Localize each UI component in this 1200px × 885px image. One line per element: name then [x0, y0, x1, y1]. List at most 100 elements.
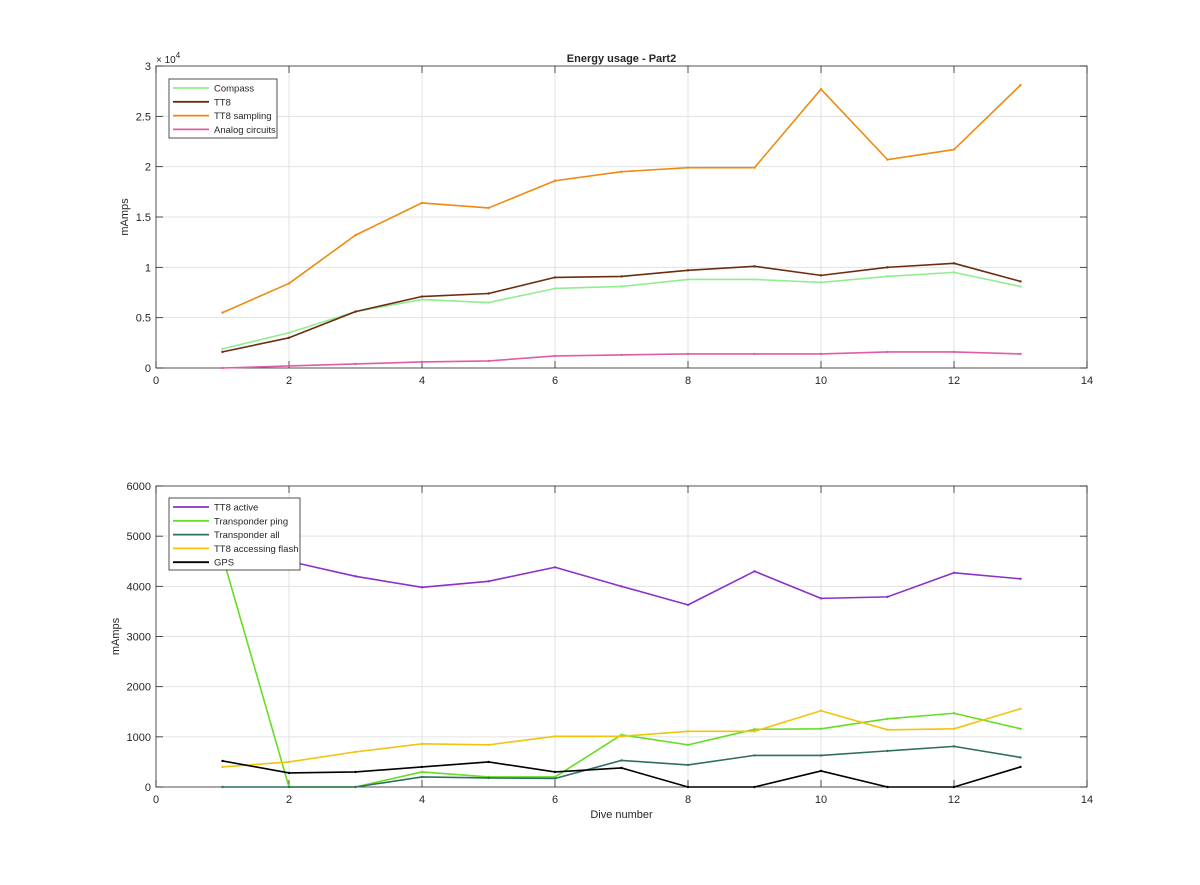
data-point [487, 292, 490, 295]
data-point [1019, 756, 1022, 759]
legend-label: Transponder ping [214, 516, 288, 527]
data-point [620, 759, 623, 762]
y-tick-label: 1.5 [136, 212, 151, 224]
legend-label: GPS [214, 558, 234, 569]
x-tick-label: 0 [153, 794, 159, 806]
data-point [886, 749, 889, 753]
data-point [553, 735, 557, 738]
data-point [686, 785, 690, 789]
y-tick-label: 0 [145, 363, 151, 375]
y-tick-label: 5000 [127, 531, 151, 543]
legend: TT8 active Transponder ping Transponder al… [168, 497, 301, 571]
x-tick-label: 8 [685, 794, 691, 806]
data-point [952, 712, 956, 715]
data-point [952, 262, 956, 265]
data-point [819, 709, 823, 712]
legend-label: TT8 sampling [214, 111, 272, 122]
y-tick-label: 0.5 [136, 313, 151, 325]
data-point [487, 743, 490, 747]
data-point [287, 282, 291, 285]
x-tick-label: 0 [153, 375, 159, 387]
data-point [287, 331, 291, 334]
data-point [420, 298, 424, 301]
legend-label: TT8 active [214, 503, 258, 514]
data-point [487, 760, 490, 764]
data-point [420, 295, 424, 298]
data-point [287, 771, 291, 775]
data-point [221, 765, 224, 769]
data-point [753, 728, 756, 731]
data-point [819, 769, 823, 773]
data-point [553, 777, 557, 780]
x-tick-label: 14 [1081, 375, 1093, 387]
data-point [620, 353, 623, 357]
legend-label: Compass [214, 84, 254, 95]
y-tick-label: 3000 [127, 632, 151, 644]
x-tick-label: 6 [552, 794, 558, 806]
y-axis-label: mAmps [110, 617, 122, 655]
data-point [753, 278, 756, 281]
data-point [553, 770, 557, 774]
data-point [287, 364, 291, 368]
x-tick-label: 12 [948, 375, 960, 387]
y-tick-label: 6000 [127, 481, 151, 493]
data-point [354, 770, 357, 774]
data-point [553, 354, 557, 358]
data-point [753, 754, 756, 757]
data-point [886, 275, 889, 278]
data-point [553, 179, 557, 182]
data-point [952, 148, 956, 151]
data-point [819, 754, 823, 757]
data-point [1019, 285, 1022, 288]
data-point [354, 750, 357, 754]
data-point [221, 350, 224, 354]
data-point [1019, 352, 1022, 356]
legend-label: Transponder all [214, 530, 280, 541]
y-tick-label: 2.5 [136, 111, 151, 123]
data-point [952, 571, 956, 574]
data-point [1019, 707, 1022, 710]
data-point [886, 158, 889, 161]
data-point [952, 745, 956, 748]
chart-title: Energy usage - Part2 [567, 53, 676, 65]
data-point [819, 87, 823, 91]
data-point [753, 166, 756, 169]
y-tick-label: 2000 [127, 682, 151, 694]
data-point [819, 274, 823, 277]
data-point [753, 785, 756, 789]
x-tick-label: 4 [419, 375, 425, 387]
data-point [354, 575, 357, 578]
data-point [487, 206, 490, 210]
data-point [686, 763, 690, 767]
data-point [686, 730, 690, 733]
y-tick-label: 1000 [127, 732, 151, 744]
data-point [620, 275, 623, 278]
x-tick-label: 8 [685, 375, 691, 387]
y-tick-label: 4000 [127, 581, 151, 593]
data-point [287, 760, 291, 764]
data-point [686, 166, 690, 169]
x-tick-label: 2 [286, 375, 292, 387]
data-point [952, 727, 956, 731]
x-tick-label: 4 [419, 794, 425, 806]
data-point [886, 728, 889, 732]
legend-label: TT8 accessing flash [214, 544, 298, 555]
data-point [686, 278, 690, 281]
y-tick-label: 3 [145, 61, 151, 73]
data-point [686, 603, 690, 607]
data-point [952, 271, 956, 274]
data-point [420, 770, 424, 774]
data-point [354, 362, 357, 366]
data-point [420, 765, 424, 769]
legend-label: Analog circuits [214, 125, 276, 136]
y-axis-label: mAmps [119, 198, 131, 236]
data-point [952, 785, 956, 789]
data-point [686, 352, 690, 356]
data-point [952, 350, 956, 354]
data-point [354, 233, 357, 237]
data-point [819, 352, 823, 356]
exponent-base: × 10 [156, 55, 176, 66]
data-point [420, 742, 424, 746]
